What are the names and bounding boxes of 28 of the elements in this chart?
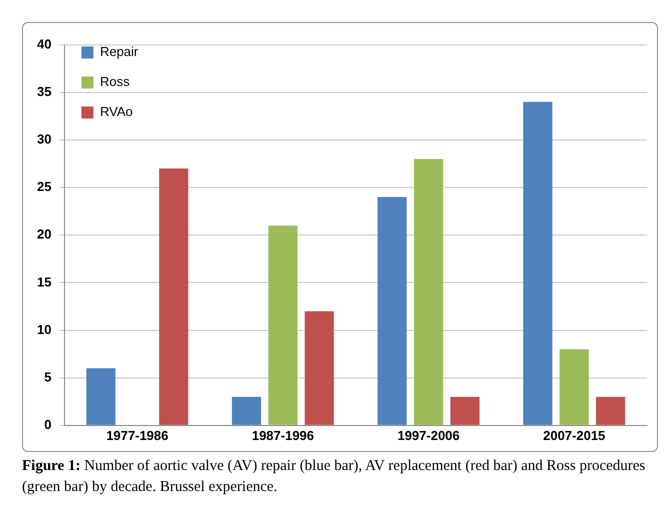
y-tick-label: 35 <box>36 84 52 99</box>
bar <box>450 396 480 425</box>
bar <box>378 197 407 425</box>
y-tick-label: 40 <box>36 36 52 52</box>
legend-label: RVAo <box>100 104 133 120</box>
bar <box>232 396 262 425</box>
caption: Figure 1: Number of aortic valve (AV) repair (blue bar), AV replacement (red bar) and Ross procedures (green bar) by decade. Brussel experience. <box>22 457 646 497</box>
legend-label: Repair <box>100 44 139 60</box>
bar <box>304 311 334 425</box>
y-tick-label: 15 <box>36 274 52 290</box>
y-tick-label: 0 <box>44 416 52 432</box>
bar <box>560 349 589 425</box>
x-tick-label: 1987-1996 <box>252 428 314 443</box>
bar <box>414 158 444 425</box>
bar <box>596 396 626 425</box>
x-tick-label: 1977-1986 <box>106 428 168 443</box>
bar <box>523 102 552 425</box>
x-tick-label: 2007-2015 <box>543 428 606 443</box>
legend-label: Ross <box>100 74 130 90</box>
y-tick-label: 25 <box>36 179 52 194</box>
bar <box>86 368 116 425</box>
x-tick-label: 1997-2006 <box>397 428 460 443</box>
bar <box>268 226 298 425</box>
bar <box>159 168 188 425</box>
y-tick-label: 20 <box>36 226 52 242</box>
y-tick-label: 30 <box>36 132 52 147</box>
y-tick-label: 10 <box>36 322 52 337</box>
y-tick-label: 5 <box>44 369 52 384</box>
